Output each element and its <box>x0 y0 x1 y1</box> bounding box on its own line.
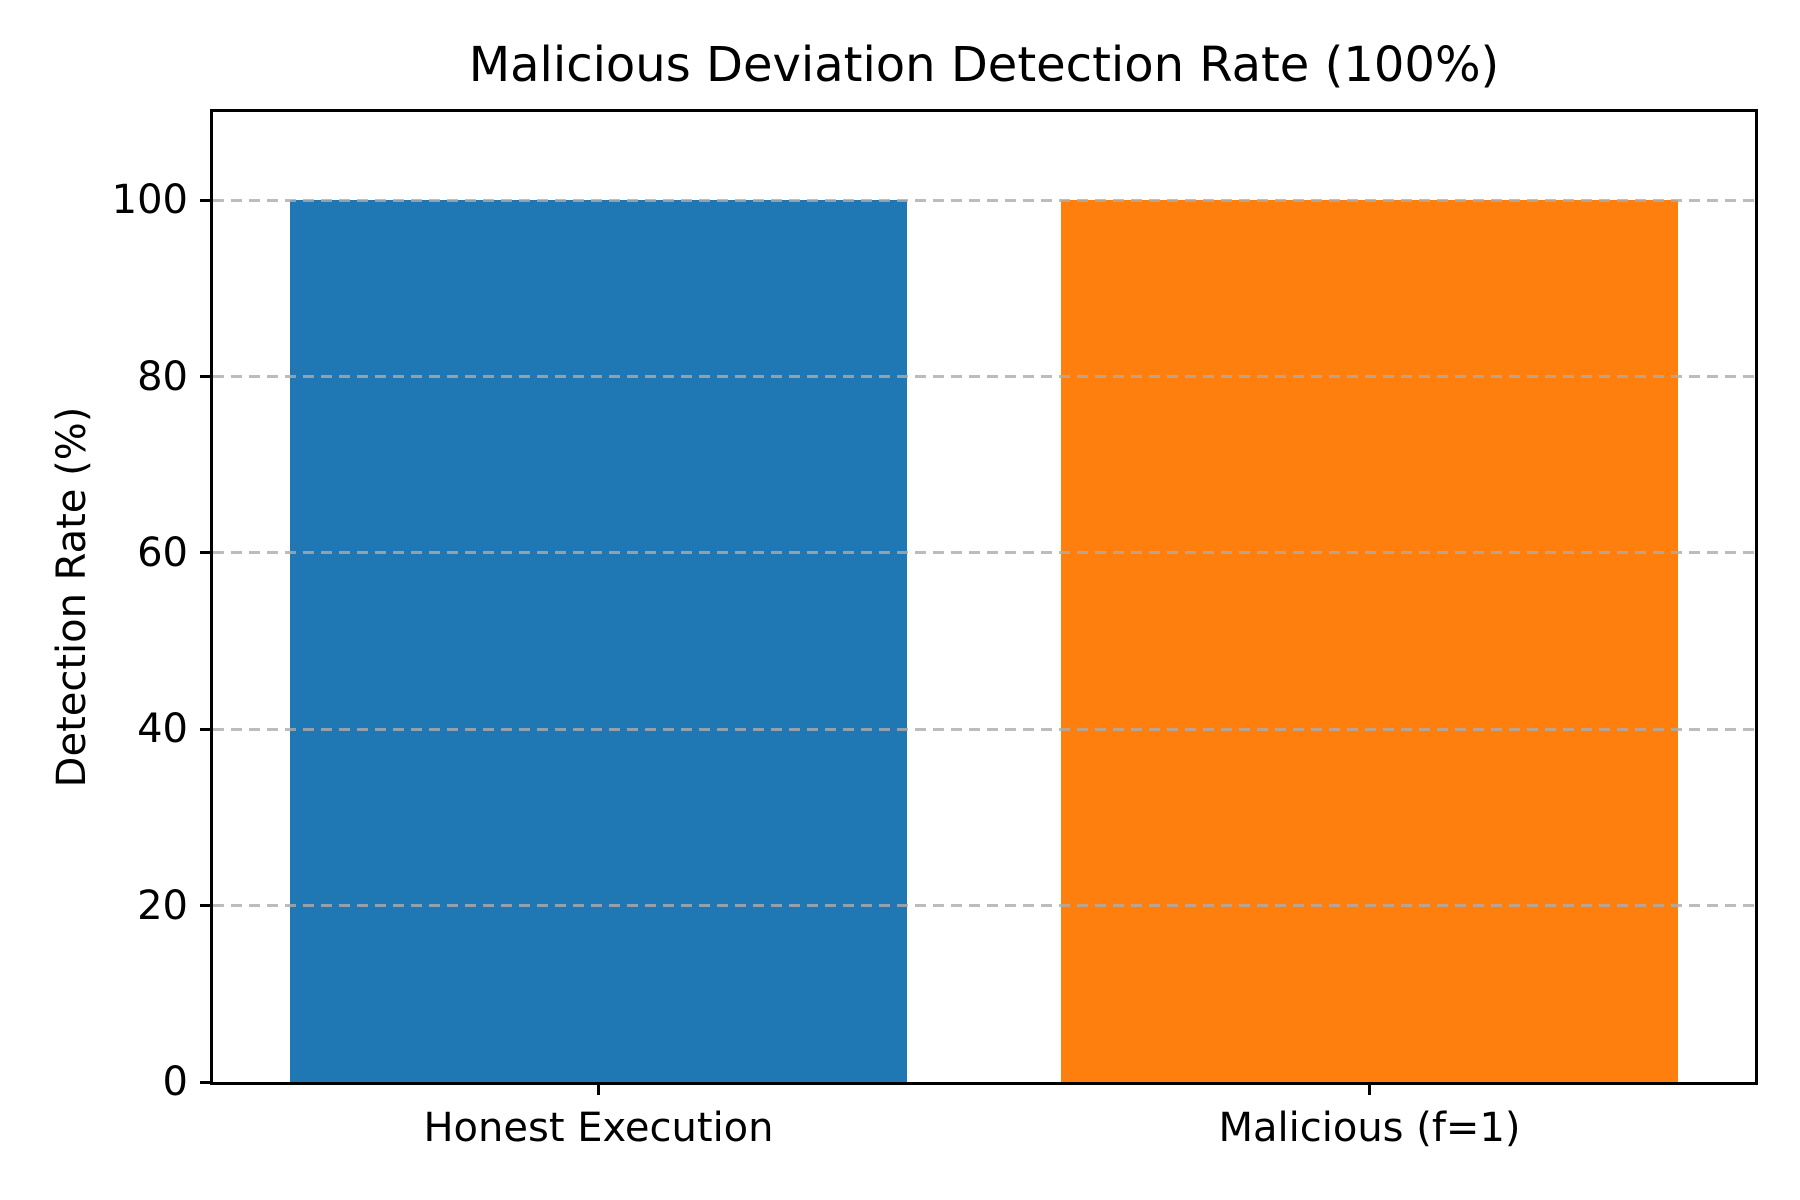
y-tick-label-20: 20 <box>137 882 188 929</box>
x-tick-mark <box>1368 1082 1371 1095</box>
y-tick-label-60: 60 <box>137 529 188 576</box>
y-tick-mark <box>200 375 213 379</box>
x-tick-mark <box>597 1082 600 1095</box>
y-tick-label-40: 40 <box>137 706 188 753</box>
chart-title: Malicious Deviation Detection Rate (100%… <box>468 37 1500 93</box>
gridline-80 <box>213 375 1755 379</box>
x-tick-label-malicious-f-1: Malicious (f=1) <box>1218 1105 1521 1151</box>
gridline-100 <box>213 198 1755 202</box>
y-tick-mark <box>200 727 213 731</box>
plot-area <box>213 112 1755 1082</box>
bar-honest-execution <box>290 200 907 1082</box>
gridline-60 <box>213 551 1755 555</box>
y-tick-mark <box>200 551 213 555</box>
x-tick-label-honest-execution: Honest Execution <box>423 1105 774 1151</box>
gridline-20 <box>213 904 1755 908</box>
y-tick-mark <box>200 1080 213 1084</box>
y-tick-label-80: 80 <box>137 353 188 400</box>
y-tick-label-0: 0 <box>162 1059 188 1105</box>
gridline-40 <box>213 727 1755 731</box>
y-tick-mark <box>200 904 213 908</box>
y-tick-mark <box>200 198 213 202</box>
bars-layer <box>213 112 1755 1082</box>
grid-layer <box>213 112 1755 1082</box>
bar-malicious-f-1 <box>1061 200 1678 1082</box>
y-tick-label-100: 100 <box>111 177 188 224</box>
